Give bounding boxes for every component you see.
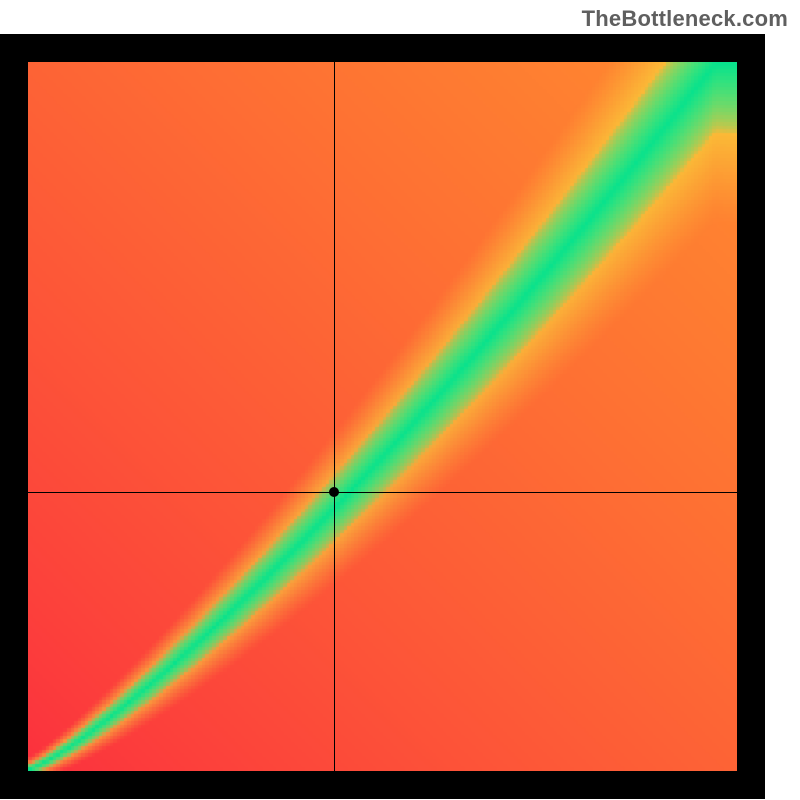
watermark-text: TheBottleneck.com xyxy=(582,6,788,32)
crosshair-horizontal xyxy=(28,492,737,493)
bottleneck-heatmap xyxy=(28,62,737,771)
crosshair-vertical xyxy=(334,62,335,771)
crosshair-marker-dot xyxy=(329,487,339,497)
